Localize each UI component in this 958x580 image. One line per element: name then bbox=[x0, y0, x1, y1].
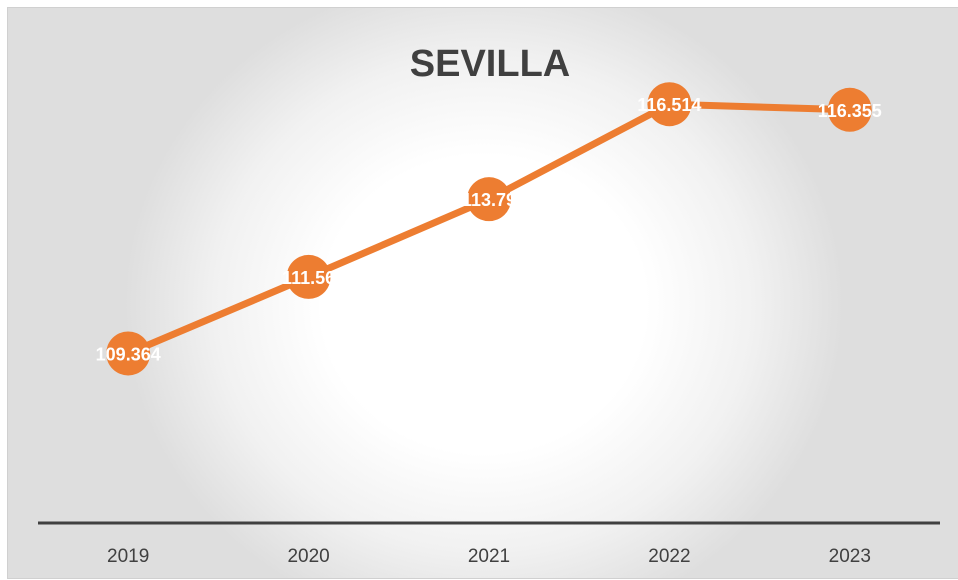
x-tick-label-2019: 2019 bbox=[107, 546, 149, 567]
series-layer: 109.364 111.56 113.79 116.514 116.355 bbox=[96, 82, 882, 376]
chart-title: SEVILLA bbox=[410, 43, 570, 85]
data-point-2021 bbox=[467, 177, 511, 222]
data-label-2021: 113.79 bbox=[462, 190, 516, 210]
x-tick-label-2021: 2021 bbox=[468, 546, 510, 567]
x-tick-label-2022: 2022 bbox=[648, 546, 690, 567]
data-point-2019 bbox=[106, 331, 151, 376]
data-label-2019: 109.364 bbox=[96, 344, 161, 364]
x-axis-ticks: 2019 2020 2021 2022 2023 bbox=[107, 546, 871, 567]
data-label-2023: 116.355 bbox=[818, 101, 882, 121]
data-label-2022: 116.514 bbox=[637, 95, 701, 115]
data-point-2023 bbox=[827, 87, 872, 132]
series-line bbox=[124, 100, 854, 357]
data-point-2020 bbox=[286, 254, 331, 299]
x-tick-label-2020: 2020 bbox=[287, 546, 329, 567]
data-label-2020: 111.56 bbox=[282, 268, 335, 288]
x-tick-label-2023: 2023 bbox=[829, 546, 871, 567]
chart-frame bbox=[7, 7, 958, 579]
data-point-2022 bbox=[647, 82, 692, 127]
